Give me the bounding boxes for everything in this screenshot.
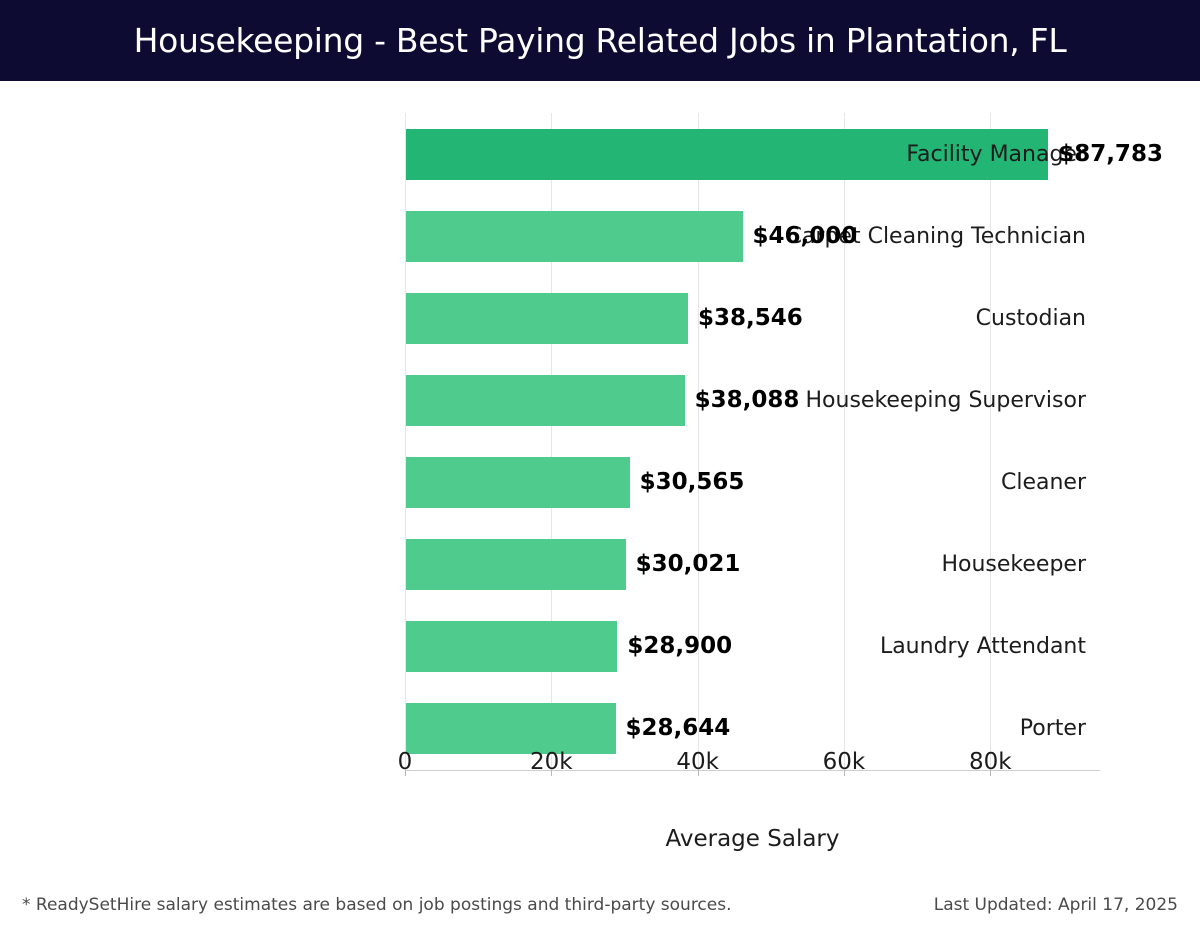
bar-value-label: $38,088 — [694, 386, 800, 413]
bar-value-label: $28,644 — [625, 715, 731, 742]
x-tick-label: 20k — [530, 749, 573, 775]
gridline — [405, 113, 406, 770]
y-axis-category-label: Cleaner — [1000, 470, 1086, 496]
bar[interactable] — [406, 210, 743, 262]
bar[interactable] — [406, 374, 685, 426]
bar-value-label: $38,546 — [697, 304, 803, 331]
bar[interactable] — [406, 292, 688, 344]
gridline — [990, 113, 992, 770]
x-tick-label: 80k — [968, 749, 1012, 775]
x-tick-mark — [843, 770, 845, 776]
chart-footer: * ReadySetHire salary estimates are base… — [0, 895, 1200, 940]
chart-header-bar: Housekeeping - Best Paying Related Jobs … — [0, 0, 1200, 81]
bar-value-label: $30,021 — [635, 551, 741, 578]
y-axis-category-label: Housekeeping Supervisor — [805, 387, 1087, 413]
bar[interactable] — [406, 703, 616, 755]
x-tick-label: 0 — [397, 749, 413, 775]
x-axis-title: Average Salary — [665, 826, 840, 852]
gridline — [843, 113, 845, 770]
bar[interactable] — [406, 457, 630, 509]
y-axis-category-label: Facility Manager — [906, 141, 1086, 167]
bar-value-label: $46,000 — [752, 222, 858, 249]
y-axis-category-label: Carpet Cleaning Technician — [786, 223, 1086, 249]
x-tick-mark — [697, 770, 699, 776]
plot-area: Facility Manager Carpet Cleaning Technici… — [405, 113, 1163, 776]
footer-disclaimer: * ReadySetHire salary estimates are base… — [22, 895, 732, 915]
x-axis-line — [405, 770, 1100, 771]
bar[interactable] — [406, 128, 1049, 180]
bar[interactable] — [406, 539, 626, 591]
chart-plot-wrapper: Facility Manager Carpet Cleaning Technici… — [0, 81, 1200, 940]
y-axis-category-label: Porter — [1019, 716, 1086, 742]
bar-value-label: $87,783 — [1058, 140, 1163, 167]
gridline — [551, 113, 553, 770]
bar-value-label: $30,565 — [639, 469, 745, 496]
x-tick-mark — [551, 770, 553, 776]
footer-last-updated: Last Updated: April 17, 2025 — [933, 895, 1178, 915]
gridline — [697, 113, 699, 770]
bar-value-label: $28,900 — [627, 633, 733, 660]
y-axis-category-label: Custodian — [975, 305, 1086, 331]
page-title: Housekeeping - Best Paying Related Jobs … — [133, 21, 1067, 60]
x-tick-mark — [405, 770, 406, 776]
x-tick-label: 60k — [822, 749, 866, 775]
x-tick-mark — [990, 770, 992, 776]
y-axis-category-label: Housekeeper — [941, 552, 1086, 578]
x-tick-label: 40k — [676, 749, 719, 775]
bar[interactable] — [406, 621, 618, 673]
y-axis-category-label: Laundry Attendant — [879, 634, 1086, 660]
